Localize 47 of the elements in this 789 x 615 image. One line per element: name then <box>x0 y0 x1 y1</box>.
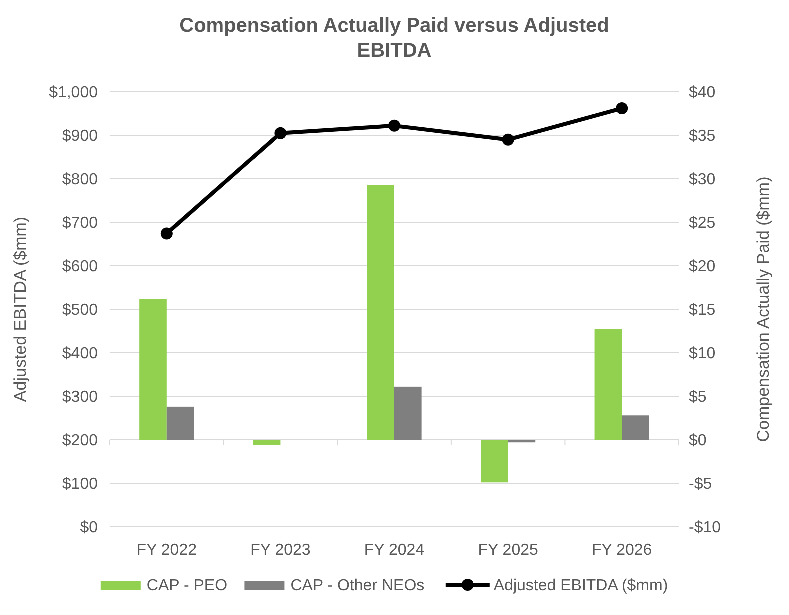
y-tick-label: $100 <box>62 476 98 494</box>
legend-label: CAP - PEO <box>146 578 228 595</box>
y2-tick-label: $5 <box>689 389 707 406</box>
y2-tick-label: $40 <box>689 84 716 102</box>
y2-tick-label: $20 <box>689 258 716 276</box>
bar <box>508 440 536 443</box>
y-tick-label: $1,000 <box>49 84 98 102</box>
y-tick-label: $500 <box>62 302 98 320</box>
point <box>388 120 400 132</box>
y2-axis-title: Compensation Actually Paid ($mm) <box>754 176 773 442</box>
y2-tick-label: $0 <box>689 432 707 450</box>
y-tick-label: $800 <box>62 172 98 189</box>
y2-tick-label: -$10 <box>689 520 722 537</box>
bar <box>480 440 508 483</box>
bar <box>394 386 422 440</box>
y2-tick-label: -$5 <box>689 476 712 494</box>
y2-tick-label: $15 <box>689 302 716 320</box>
x-tick-label: FY 2023 <box>250 542 311 559</box>
legend-label: Adjusted EBITDA ($mm) <box>494 578 668 595</box>
y-tick-label: $0 <box>80 520 98 537</box>
y-tick-label: $400 <box>62 346 98 363</box>
legend-label: CAP - Other NEOs <box>290 578 425 595</box>
y2-tick-label: $25 <box>689 215 716 232</box>
chart-title: Compensation Actually Paid versus Adjusted EBITDA <box>180 15 610 62</box>
bar <box>253 440 281 446</box>
x-tick-label: FY 2024 <box>364 542 425 559</box>
y2-tick-label: $35 <box>689 128 716 146</box>
y-axis-title: Adjusted EBITDA ($mm) <box>11 216 30 402</box>
point <box>160 228 173 240</box>
y-tick-label: $300 <box>62 389 98 406</box>
y-tick-label: $200 <box>62 432 98 450</box>
point <box>274 127 287 140</box>
bar <box>622 416 650 440</box>
point <box>502 134 514 146</box>
bar <box>166 406 194 440</box>
y-tick-label: $700 <box>62 215 98 232</box>
y2-tick-label: $10 <box>689 346 716 363</box>
bar <box>367 185 394 440</box>
bar <box>594 330 622 440</box>
bar <box>140 299 167 440</box>
x-tick-label: FY 2022 <box>136 542 198 559</box>
x-tick-label: FY 2025 <box>478 542 538 559</box>
point <box>616 102 628 115</box>
x-tick-label: FY 2026 <box>592 542 652 559</box>
y2-tick-label: $30 <box>689 172 716 189</box>
y-tick-label: $600 <box>62 258 98 276</box>
y-tick-label: $900 <box>62 128 98 146</box>
